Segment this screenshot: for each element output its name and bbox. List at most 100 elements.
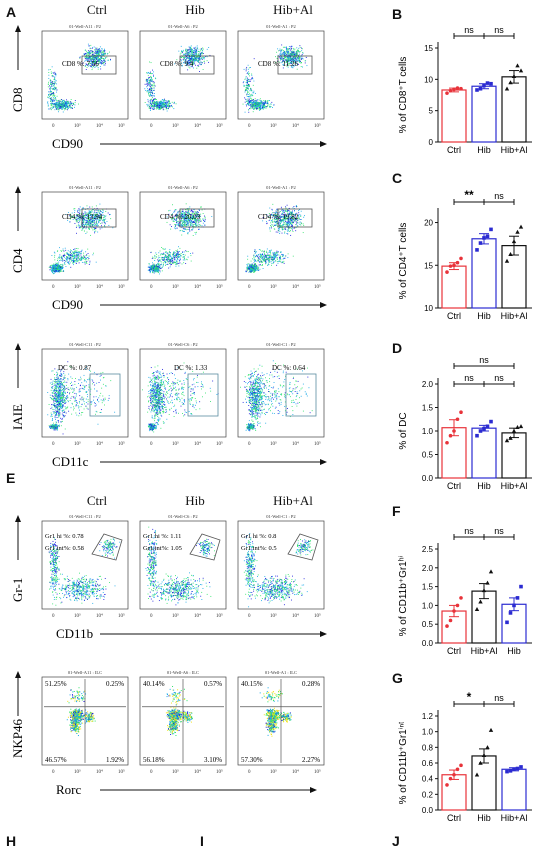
flow-dot (96, 214, 98, 216)
flow-dot (76, 248, 78, 249)
flow-dot (187, 52, 189, 54)
flow-dot (199, 54, 201, 56)
flow-dot (94, 52, 96, 54)
flow-dot (295, 52, 297, 54)
flow-dot (266, 100, 268, 102)
flow-dot (200, 52, 202, 54)
flow-dot (51, 88, 53, 90)
flow-dot (55, 102, 56, 104)
flow-dot (182, 50, 184, 52)
flow-dot (160, 106, 162, 108)
flow-dot (55, 270, 57, 272)
flow-dot (246, 66, 248, 68)
flow-dot (52, 93, 54, 95)
flow-dot (74, 218, 76, 220)
flow-dot (292, 61, 294, 62)
flow-dot (150, 80, 152, 82)
flow-dot (180, 225, 182, 226)
flow-dot (104, 220, 106, 221)
flow-dot (58, 105, 60, 107)
flow-dot (49, 93, 51, 95)
flow-dot (147, 100, 149, 102)
flow-dot (293, 51, 295, 53)
flow-dot (286, 58, 288, 60)
flow-xlabel: CD90 (52, 297, 83, 312)
flow-dot (60, 265, 62, 267)
header-hib-mid: Hib (185, 493, 205, 508)
flow-dot (154, 101, 156, 103)
flow-dot (96, 60, 98, 62)
flow-dot (86, 58, 88, 59)
flow-dot (98, 63, 100, 65)
flow-dot (196, 224, 198, 226)
flow-dot (54, 256, 56, 258)
flow-dot (287, 48, 289, 50)
flow-dot (53, 84, 55, 86)
flow-dot (61, 265, 63, 267)
flow-dot (185, 250, 187, 252)
flow-dot (88, 57, 90, 59)
flow-dot (188, 66, 190, 68)
flow-dot (168, 104, 170, 106)
flow-dot (93, 65, 95, 67)
flow-dot (155, 99, 157, 101)
flow-dot (295, 58, 297, 60)
flow-dot (247, 103, 249, 105)
flow-dot (290, 66, 292, 68)
flow-tick-label: 10⁵ (118, 123, 125, 129)
flow-dot (148, 72, 150, 74)
flow-dot (250, 94, 252, 96)
flow-dot (188, 51, 190, 53)
flow-dot (199, 224, 201, 226)
flow-dot (175, 265, 177, 267)
flow-dot (293, 59, 295, 61)
flow-dot (102, 62, 104, 64)
flow-dot (178, 224, 180, 226)
flow-dot (194, 221, 196, 223)
flow-dot (280, 50, 282, 52)
flow-dot (249, 67, 251, 68)
flow-dot (249, 90, 251, 92)
flow-dot (298, 47, 300, 49)
flow-dot (144, 83, 146, 85)
flow-dot (53, 100, 55, 102)
flow-dot (66, 99, 68, 101)
flow-dot (89, 223, 91, 225)
flow-dot (153, 107, 155, 108)
flow-dot (54, 106, 56, 107)
flow-dot (98, 219, 100, 221)
flow-dot (51, 81, 53, 83)
flow-dot (250, 101, 252, 103)
flow-dot (191, 223, 193, 224)
flow-dot (104, 48, 105, 50)
flow-dot (54, 73, 56, 75)
flow-dot (289, 59, 291, 61)
flow-dot (292, 57, 294, 59)
flow-dot (300, 60, 301, 62)
flow-dot (286, 60, 288, 62)
flow-dot (48, 97, 50, 99)
flow-dot (83, 217, 85, 219)
flow-dot (175, 249, 177, 251)
flow-dot (89, 219, 91, 221)
flow-dot (153, 106, 155, 108)
flow-dot (62, 267, 64, 268)
flow-dot (85, 258, 86, 260)
flow-dot (190, 58, 192, 59)
flow-dot (97, 53, 99, 54)
flow-dot (48, 266, 50, 268)
flow-dot (248, 101, 250, 103)
flow-dot (191, 57, 193, 59)
flow-dot (189, 58, 191, 59)
flow-dot (287, 61, 289, 62)
flow-dot (150, 62, 152, 64)
flow-dot (61, 105, 63, 107)
flow-dot (189, 58, 191, 60)
flow-dot (61, 108, 63, 110)
flow-dot (91, 47, 93, 49)
flow-dot (153, 264, 155, 266)
flow-dot (64, 262, 66, 264)
flow-dot (96, 209, 98, 211)
flow-dot (285, 59, 287, 61)
flow-dot (109, 51, 110, 53)
